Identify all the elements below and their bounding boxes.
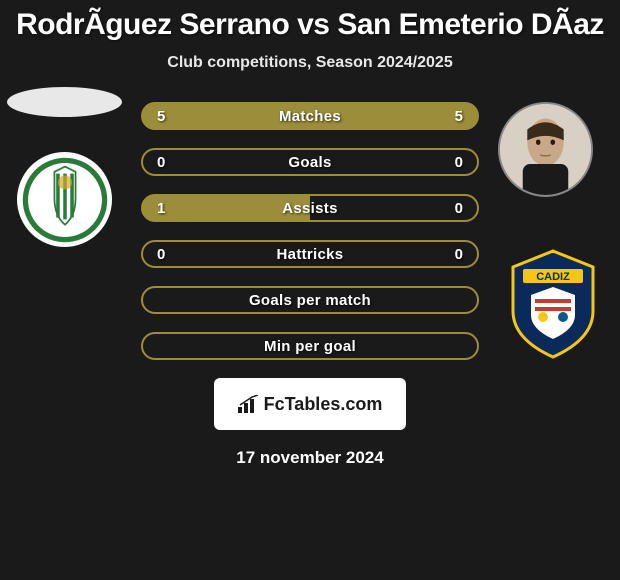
stat-value-left: 0 (157, 154, 165, 171)
stat-label: Assists (282, 200, 337, 217)
stat-value-right: 0 (455, 246, 463, 263)
comparison-card: RodrÃ­guez Serrano vs San Emeterio DÃ­az… (0, 0, 620, 476)
stat-value-right: 5 (455, 108, 463, 125)
cadiz-crest-icon: CADIZ (493, 243, 613, 363)
fctables-badge[interactable]: FcTables.com (214, 378, 406, 430)
player-right-avatar (498, 102, 593, 197)
stat-label: Min per goal (264, 338, 356, 355)
stat-value-left: 5 (157, 108, 165, 125)
stat-value-left: 0 (157, 246, 165, 263)
stat-bar: 5 Matches 5 (141, 102, 479, 130)
main-content: CADIZ 5 Matches 5 0 Goals 0 1 Assists 0 0 Hattrick… (12, 102, 608, 468)
club-crest-left (17, 152, 112, 247)
cordoba-crest-icon (21, 156, 109, 244)
player-left-avatar (7, 87, 122, 117)
stat-bar: Min per goal (141, 332, 479, 360)
face-placeholder-icon (500, 104, 591, 195)
stat-label: Matches (279, 108, 341, 125)
stat-value-right: 0 (455, 200, 463, 217)
stat-bar: 1 Assists 0 (141, 194, 479, 222)
stat-bar: 0 Hattricks 0 (141, 240, 479, 268)
svg-text:CADIZ: CADIZ (536, 271, 570, 283)
club-crest-right: CADIZ (488, 238, 618, 368)
stat-value-left: 1 (157, 200, 165, 217)
stat-bar: 0 Goals 0 (141, 148, 479, 176)
stat-label: Goals per match (249, 292, 371, 309)
page-title: RodrÃ­guez Serrano vs San Emeterio DÃ­az (12, 8, 608, 42)
stat-label: Hattricks (277, 246, 344, 263)
stat-label: Goals (288, 154, 331, 171)
comparison-date: 17 november 2024 (12, 448, 608, 468)
stat-bar: Goals per match (141, 286, 479, 314)
subtitle: Club competitions, Season 2024/2025 (12, 54, 608, 72)
fctables-label: FcTables.com (238, 394, 383, 415)
fctables-logo-icon (238, 395, 260, 413)
stat-value-right: 0 (455, 154, 463, 171)
